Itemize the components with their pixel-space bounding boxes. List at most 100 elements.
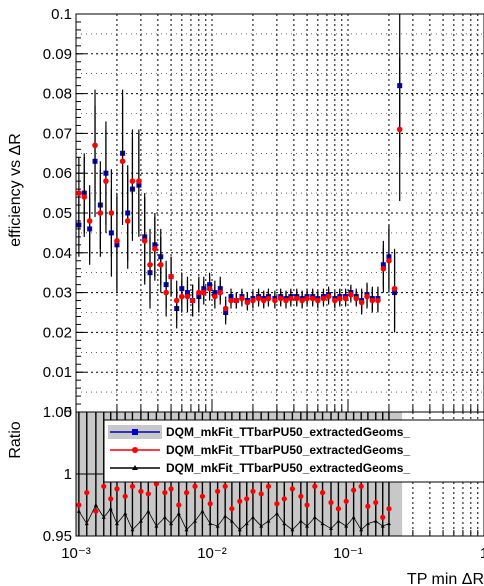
data-point-circle — [299, 297, 305, 304]
ratio-point-circle — [183, 490, 190, 496]
data-point-circle — [76, 190, 82, 196]
data-point-circle — [239, 295, 245, 302]
data-point-circle — [163, 289, 169, 296]
data-point-circle — [129, 178, 136, 184]
data-point-circle — [217, 289, 224, 296]
legend-marker-square — [132, 429, 138, 435]
legend-label: DQM_mkFit_TTbarPU50_extractedGeoms_ — [166, 461, 410, 475]
ratio-point-circle — [168, 486, 174, 492]
data-point-circle — [325, 293, 332, 300]
ratio-plot-frame — [75, 411, 484, 537]
data-point-circle — [86, 218, 93, 224]
data-point-circle — [353, 295, 360, 302]
ratio-point-circle — [84, 490, 90, 496]
y-tick-label: 0.04 — [43, 245, 72, 262]
ratio-axis-title: Ratio — [7, 421, 24, 458]
ratio-series-1 — [76, 481, 392, 521]
y-tick-label: 0.1 — [51, 6, 72, 23]
y-tick-label: 0.02 — [43, 324, 72, 341]
data-point-circle — [260, 297, 267, 304]
data-point-circle — [277, 295, 284, 302]
data-point-circle — [244, 299, 251, 306]
data-point-circle — [189, 297, 196, 304]
ratio-point-circle — [229, 506, 235, 512]
ratio-point-circle — [312, 483, 318, 489]
ratio-point-circle — [380, 514, 386, 521]
ratio-point-circle — [153, 481, 159, 487]
data-point-circle — [228, 297, 234, 304]
y-tick-label: 0 — [64, 404, 72, 421]
ratio-point-circle — [222, 483, 228, 489]
data-point-circle — [375, 297, 381, 304]
ratio-point-circle — [319, 490, 326, 496]
x-axis-title: TP min ΔR — [407, 571, 484, 586]
y-tick-label: 0.06 — [43, 165, 72, 182]
data-point-circle — [250, 297, 256, 304]
data-point-circle — [233, 297, 240, 304]
top-panel: 0 0.01 0.02 0.03 0.04 0.05 0.06 0.07 0.08 0.09 0.1 — [43, 6, 484, 421]
y-tick-label: 0.01 — [43, 364, 72, 381]
ratio-point-triangle — [76, 509, 81, 513]
data-point-circle — [119, 158, 126, 165]
data-point-circle — [358, 299, 365, 306]
ratio-point-circle — [328, 499, 334, 506]
data-point-circle — [184, 293, 191, 300]
ratio-point-circle — [289, 486, 295, 492]
data-point-circle — [196, 289, 202, 296]
ratio-point-circle — [298, 493, 304, 499]
data-point-circle — [283, 297, 289, 304]
ratio-y-tick-label: 1 — [64, 466, 72, 483]
data-point-circle — [342, 295, 349, 302]
data-point-circle — [124, 218, 131, 224]
ratio-point-circle — [281, 496, 287, 502]
y-tick-label: 0.03 — [43, 285, 72, 302]
data-point-circle — [320, 295, 327, 302]
y-tick-label: 0.05 — [43, 205, 72, 222]
legend: DQM_mkFit_TTbarPU50_extractedGeoms_ DQM_m… — [103, 419, 484, 483]
legend-label: DQM_mkFit_TTbarPU50_extractedGeoms_ — [166, 425, 410, 439]
ratio-point-circle — [138, 488, 144, 494]
data-point-circle — [136, 178, 142, 184]
ratio-point-circle — [358, 483, 364, 489]
data-point-circle — [157, 261, 164, 268]
ratio-point-circle — [162, 490, 168, 496]
ratio-point-circle — [237, 498, 243, 504]
data-point-circle — [212, 293, 218, 300]
data-point-circle — [315, 297, 321, 304]
data-point-circle — [288, 295, 294, 302]
data-point-circle — [332, 297, 338, 304]
ratio-series-2 — [76, 503, 391, 532]
data-point-circle — [168, 273, 174, 280]
legend-marker-circle — [132, 447, 138, 453]
y-tick-label: 0.09 — [43, 46, 72, 63]
ratio-point-circle — [76, 502, 82, 508]
x-tick-label: 1 — [480, 545, 484, 562]
data-point-circle — [179, 293, 185, 300]
data-point-circle — [364, 293, 370, 300]
series-2 — [76, 57, 403, 329]
data-point-circle — [108, 210, 115, 216]
ratio-point-circle — [304, 502, 310, 508]
data-point-circle — [369, 297, 376, 304]
y-tick-label: 0.08 — [43, 86, 72, 103]
data-point-circle — [97, 210, 104, 216]
data-point-circle — [173, 297, 180, 304]
x-tick-label: 10⁻³ — [61, 545, 91, 562]
ratio-point-circle — [122, 493, 128, 499]
y-tick-label: 0.07 — [43, 125, 72, 142]
ratio-y-tick-label: 0.95 — [43, 528, 72, 545]
ratio-point-circle — [192, 483, 198, 489]
ratio-point-circle — [373, 499, 379, 506]
ratio-point-circle — [351, 487, 357, 493]
legend-label: DQM_mkFit_TTbarPU50_extractedGeoms_ — [166, 443, 410, 457]
data-point-circle — [92, 142, 98, 149]
data-point-circle — [386, 257, 392, 264]
data-point-circle — [200, 289, 207, 296]
ratio-point-circle — [114, 486, 120, 492]
data-point-circle — [336, 295, 343, 302]
ratio-point-circle — [108, 496, 114, 502]
x-tick-label: 10⁻² — [197, 545, 227, 562]
data-point-circle — [348, 291, 354, 298]
ratio-point-circle — [343, 498, 349, 504]
